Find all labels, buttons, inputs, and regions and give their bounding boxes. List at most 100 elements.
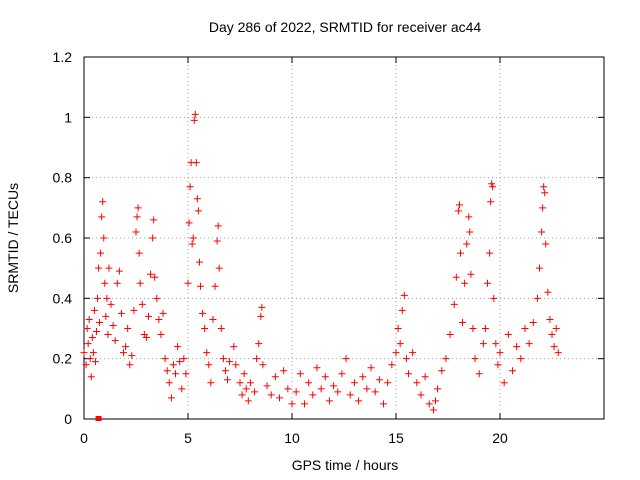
data-point [102,312,110,320]
data-point [184,279,192,287]
data-point [120,349,128,357]
data-point [539,204,547,212]
data-point [434,385,442,393]
data-point [490,294,498,302]
data-point [321,373,329,381]
data-point [85,315,93,323]
data-point [325,397,333,405]
data-point [544,288,552,296]
data-point [221,367,229,375]
data-points [80,110,562,414]
data-point [147,270,155,278]
data-point [150,216,158,224]
data-point [432,397,440,405]
data-point [253,355,261,363]
grid-lines [84,57,604,419]
data-point [94,294,102,302]
data-point [271,373,279,381]
data-point [117,309,125,317]
data-point [454,207,462,215]
data-point [86,355,94,363]
data-point [455,201,463,209]
data-point [456,249,464,257]
data-point [486,249,494,257]
data-point [196,282,204,290]
data-point [404,370,412,378]
data-point [409,349,417,357]
data-point [392,349,400,357]
data-point [176,358,184,366]
data-point [384,379,392,387]
data-point [292,388,300,396]
data-point [463,240,471,248]
data-point [548,331,556,339]
data-point [172,370,180,378]
data-point [242,385,250,393]
data-point [267,391,275,399]
data-point [214,222,222,230]
chart-title: Day 286 of 2022, SRMTID for receiver ac4… [209,19,482,35]
y-tick-label: 0.6 [53,230,73,246]
data-point [296,370,304,378]
data-point [96,318,104,326]
data-point [429,406,437,414]
data-point [425,400,433,408]
y-tick-label: 1.2 [53,49,73,65]
x-tick-label: 20 [492,430,508,446]
data-point [350,379,358,387]
data-point [421,373,429,381]
data-point [191,110,199,118]
data-point [309,391,317,399]
data-point [469,325,477,332]
data-point [284,385,292,393]
data-point [465,213,473,221]
data-point [138,300,146,308]
data-point [489,183,497,191]
data-point [178,385,186,393]
data-point [215,264,223,272]
data-point [232,361,240,369]
data-point [471,355,479,363]
data-point [205,361,213,369]
data-point [375,376,383,384]
zero-value-marker [95,416,102,421]
data-point [217,325,225,332]
data-point [529,318,537,326]
data-point [363,385,371,393]
data-point [541,189,549,197]
data-point [459,318,467,326]
x-tick-label: 15 [388,430,404,446]
data-point [255,340,263,348]
data-point [180,355,188,363]
data-point [517,355,525,363]
y-tick-label: 1 [64,109,72,125]
data-point [165,379,173,387]
data-point [244,397,252,405]
x-tick-label: 5 [184,430,192,446]
data-point [144,312,152,320]
data-point [479,340,487,348]
data-point [133,213,141,221]
data-point [258,303,266,311]
data-point [100,234,108,242]
data-point [155,315,163,323]
data-point [504,331,512,339]
data-point [111,337,119,345]
y-tick-label: 0.2 [53,351,73,367]
data-point [192,159,200,167]
data-point [87,373,95,381]
y-tick-label: 0 [64,411,72,427]
data-point [226,358,234,366]
data-point [367,364,375,372]
data-point [136,279,144,287]
data-point [90,306,98,314]
data-point [342,355,350,363]
data-point [98,213,106,221]
data-point [194,207,202,215]
data-point [193,195,201,203]
data-point [97,249,105,257]
data-point [104,331,112,339]
data-point [135,249,143,257]
data-point [169,361,177,369]
data-point [132,228,140,236]
